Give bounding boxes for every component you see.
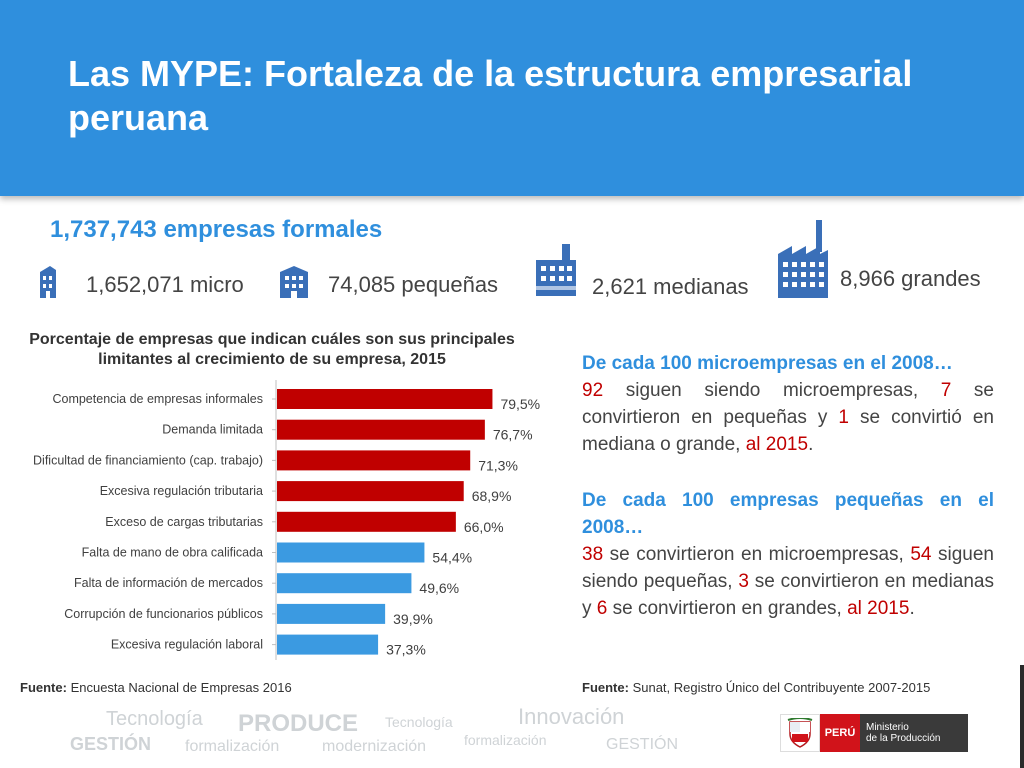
building-large-icon bbox=[536, 244, 576, 296]
bar bbox=[277, 634, 379, 655]
bar-value-label: 79,5% bbox=[500, 396, 540, 412]
footer-watermark: Tecnología bbox=[385, 714, 453, 730]
bar-value-label: 76,7% bbox=[493, 427, 533, 443]
footer-watermark: modernización bbox=[322, 738, 427, 755]
micro-stat-2: 7 bbox=[940, 380, 952, 401]
small-stat-4: 6 bbox=[596, 598, 608, 619]
ministry-logo: PERÚ Ministerio de la Producción bbox=[780, 714, 968, 752]
bar bbox=[277, 542, 425, 563]
bar bbox=[277, 481, 464, 502]
category-label: Demanda limitada bbox=[162, 423, 263, 437]
header-banner: Las MYPE: Fortaleza de la estructura emp… bbox=[0, 0, 1024, 196]
bar bbox=[277, 603, 386, 624]
slide-title: Las MYPE: Fortaleza de la estructura emp… bbox=[68, 53, 913, 138]
bar-value-label: 66,0% bbox=[464, 519, 504, 535]
ministry-line-2: de la Producción bbox=[866, 733, 941, 744]
ministry-line-1: Ministerio bbox=[866, 722, 909, 733]
small-transition-paragraph: De cada 100 empresas pequeñas en el 2008… bbox=[582, 487, 994, 622]
bar bbox=[277, 511, 456, 532]
bar bbox=[277, 573, 412, 594]
footer-watermark: formalización bbox=[464, 732, 547, 748]
footer-watermark: GESTIÓN bbox=[606, 736, 679, 753]
ministry-name: Ministerio de la Producción bbox=[860, 722, 941, 744]
bar bbox=[277, 419, 485, 440]
transition-source: Fuente: Sunat, Registro Único del Contri… bbox=[582, 680, 930, 695]
small-text-1: se convirtieron en microempresas, bbox=[603, 544, 911, 565]
chart-title: Porcentaje de empresas que indican cuále… bbox=[29, 331, 515, 368]
bar-value-label: 49,6% bbox=[419, 580, 459, 596]
medium-count: 2,621 medianas bbox=[592, 274, 749, 299]
bar-value-label: 71,3% bbox=[478, 457, 518, 473]
limitations-bar-chart: Competencia de empresas informales 79,5% D… bbox=[33, 380, 540, 660]
bar-value-label: 37,3% bbox=[386, 642, 426, 658]
factory-icon bbox=[778, 220, 828, 298]
small-paragraph-heading: De cada 100 empresas pequeñas en el 2008… bbox=[582, 490, 994, 538]
footer-watermark: GESTIÓN bbox=[70, 734, 152, 754]
peru-coat-of-arms-icon bbox=[780, 714, 820, 752]
bar-value-label: 39,9% bbox=[393, 611, 433, 627]
micro-stat-1: 92 bbox=[582, 380, 604, 401]
footer-watermark: Innovación bbox=[518, 704, 625, 729]
transition-source-text: Sunat, Registro Único del Contribuyente … bbox=[628, 680, 931, 695]
building-small-icon bbox=[40, 266, 56, 298]
bar-value-label: 54,4% bbox=[432, 550, 472, 566]
building-medium-icon bbox=[280, 266, 308, 298]
category-label: Exceso de cargas tributarias bbox=[105, 515, 263, 529]
footer-watermark: Tecnología bbox=[106, 708, 203, 730]
small-year: al 2015 bbox=[847, 598, 910, 619]
small-text-4: se convirtieron en grandes, bbox=[607, 598, 848, 619]
chart-source: Fuente: Encuesta Nacional de Empresas 20… bbox=[20, 680, 292, 695]
micro-stat-3: 1 bbox=[838, 407, 849, 428]
micro-text-2: se convirtieron en pequeñas y bbox=[582, 380, 994, 428]
bar-value-label: 68,9% bbox=[472, 488, 512, 504]
small-stat-1: 38 bbox=[582, 544, 604, 565]
footer-watermark: formalización bbox=[185, 738, 280, 755]
category-label: Competencia de empresas informales bbox=[52, 392, 263, 406]
micro-transition-paragraph: De cada 100 microempresas en el 2008… 92… bbox=[582, 350, 994, 458]
micro-paragraph-heading: De cada 100 microempresas en el 2008… bbox=[582, 353, 953, 374]
bar bbox=[277, 450, 471, 471]
category-label: Excesiva regulación laboral bbox=[111, 638, 263, 652]
micro-count: 1,652,071 micro bbox=[86, 272, 244, 297]
footer-band: Tecnología PRODUCE Tecnología Innovación… bbox=[0, 700, 1024, 768]
small-text-2: siguen siendo pequeñas, bbox=[582, 544, 994, 592]
category-label: Excesiva regulación tributaria bbox=[100, 484, 263, 498]
peru-label: PERÚ bbox=[820, 714, 860, 752]
small-dot: . bbox=[909, 598, 915, 619]
transition-source-label: Fuente: bbox=[582, 680, 629, 695]
category-label: Falta de información de mercados bbox=[74, 576, 263, 590]
bar bbox=[277, 389, 493, 409]
total-companies: 1,737,743 empresas formales bbox=[50, 216, 383, 243]
micro-text-1: siguen siendo microempresas, bbox=[603, 380, 941, 401]
micro-dot: . bbox=[808, 434, 814, 455]
small-count: 74,085 pequeñas bbox=[328, 272, 499, 297]
category-label: Dificultad de financiamiento (cap. traba… bbox=[33, 453, 263, 467]
micro-year: al 2015 bbox=[745, 434, 809, 455]
small-stat-2: 54 bbox=[910, 544, 932, 565]
small-stat-3: 3 bbox=[738, 571, 749, 592]
chart-source-text: Encuesta Nacional de Empresas 2016 bbox=[66, 680, 292, 695]
micro-text-3: se convirtió en mediana o grande, bbox=[582, 407, 994, 455]
category-label: Corrupción de funcionarios públicos bbox=[64, 607, 263, 621]
small-text-3: se convirtieron en medianas y bbox=[582, 571, 994, 619]
category-label: Falta de mano de obra calificada bbox=[82, 546, 263, 560]
large-count: 8,966 grandes bbox=[840, 266, 981, 291]
chart-source-label: Fuente: bbox=[20, 680, 67, 695]
footer-watermark: PRODUCE bbox=[238, 710, 359, 737]
edge-strip bbox=[1020, 665, 1024, 768]
